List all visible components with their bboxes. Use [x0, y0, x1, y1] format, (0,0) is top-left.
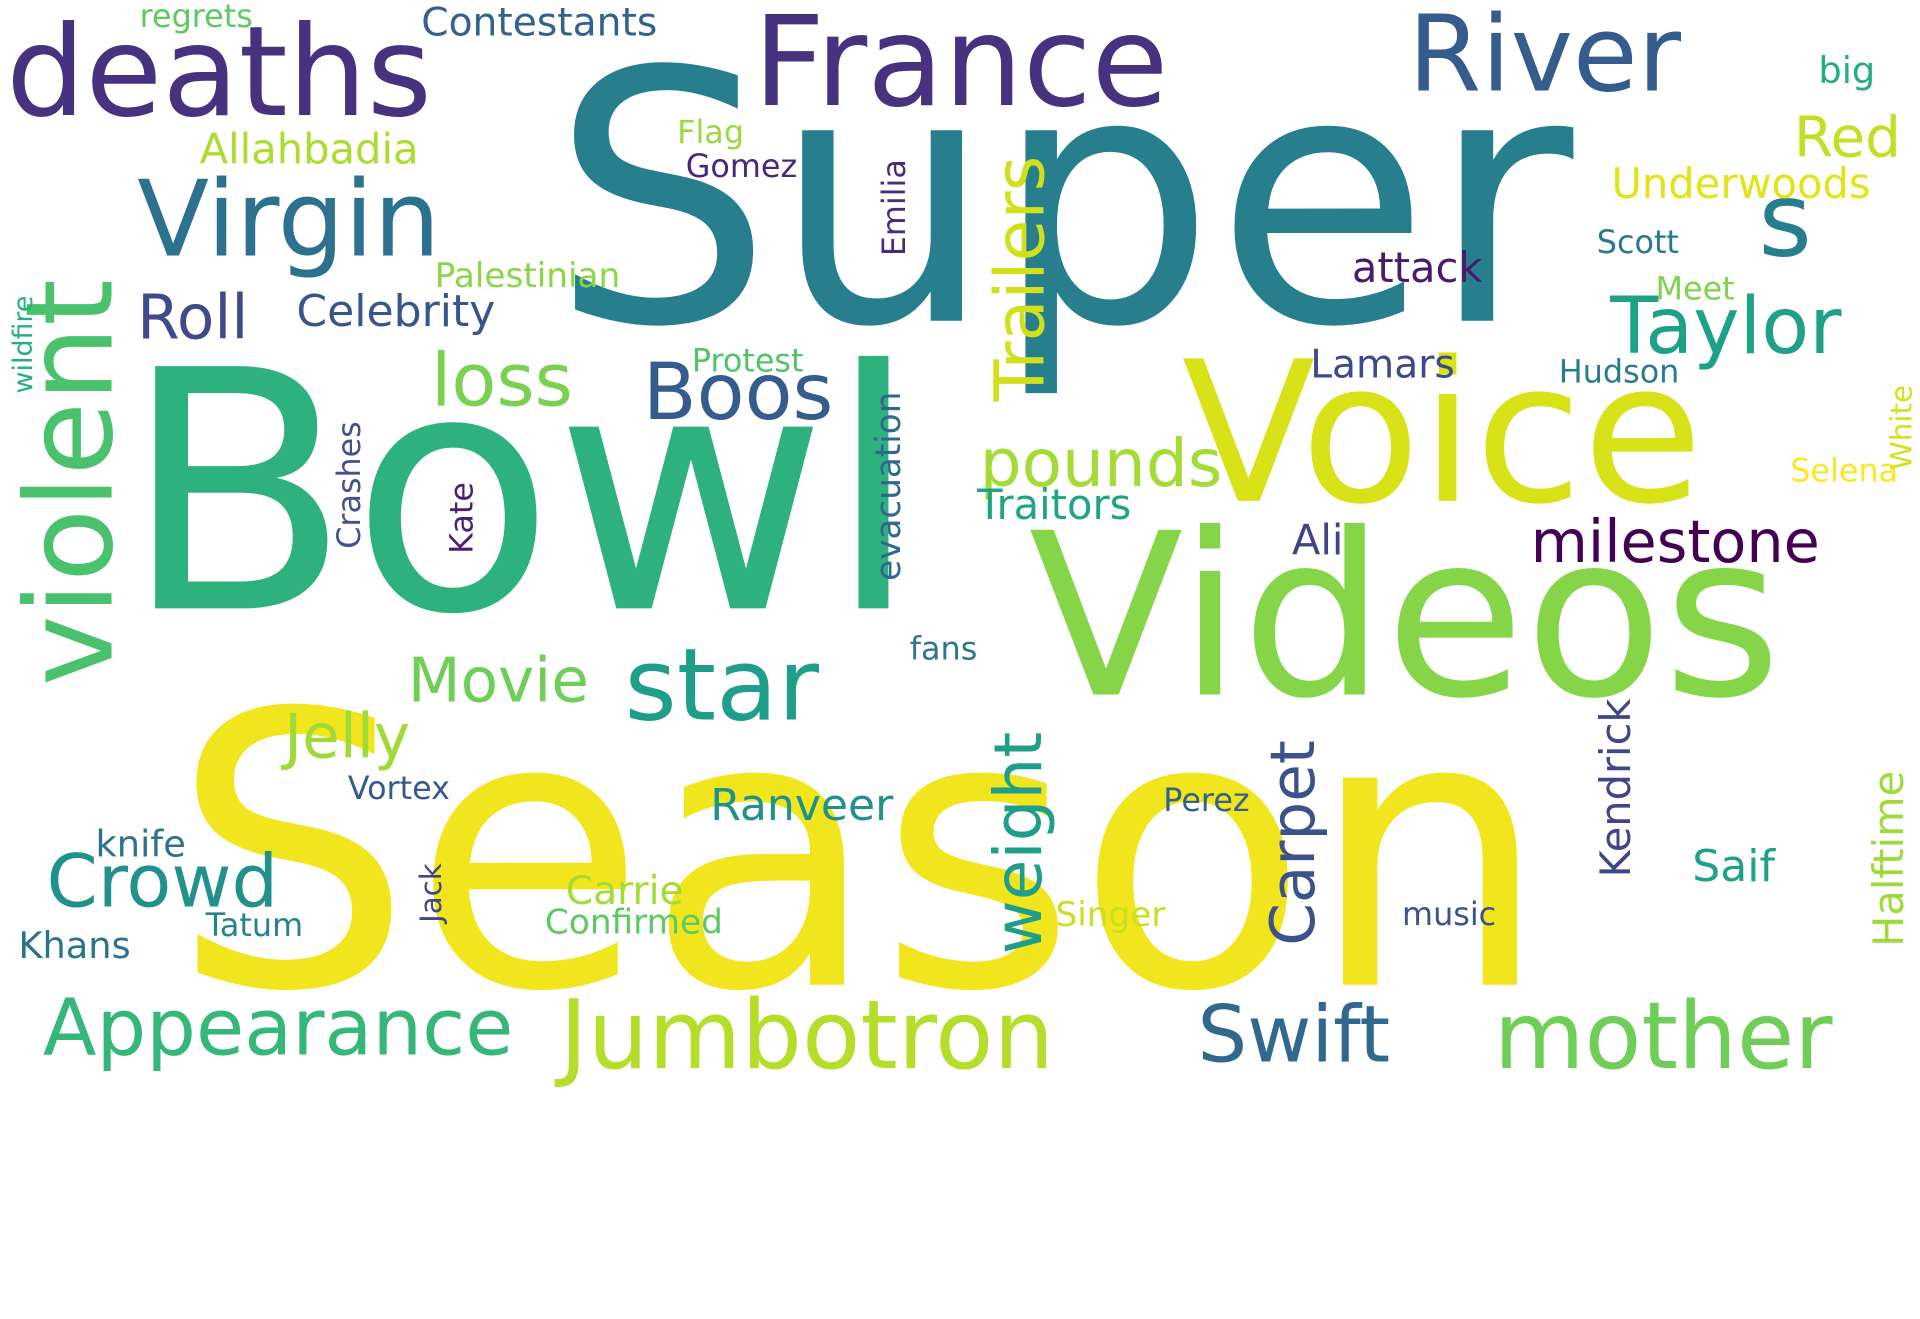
word-pounds: pounds — [979, 425, 1223, 503]
word-khans: Khans — [18, 924, 131, 968]
word-attack: attack — [1351, 244, 1483, 294]
word-scott: Scott — [1596, 224, 1679, 262]
word-ali: Ali — [1291, 516, 1344, 566]
word-appearance: Appearance — [42, 983, 514, 1074]
word-loss: loss — [431, 338, 573, 424]
word-mother: mother — [1493, 981, 1833, 1090]
word-red: Red — [1793, 103, 1901, 170]
word-jumbotron: Jumbotron — [559, 981, 1054, 1091]
word-evacuation: evacuation — [868, 391, 909, 581]
word-selena: Selena — [1790, 453, 1899, 490]
word-river: River — [1408, 0, 1682, 117]
word-taylor: Taylor — [1610, 282, 1842, 373]
word-music: music — [1402, 896, 1497, 934]
word-weight: weight — [979, 731, 1057, 955]
word-season: Season — [171, 634, 1550, 1076]
word-bowl: Bowl — [122, 301, 920, 688]
word-carpet: Carpet — [1257, 740, 1329, 946]
word-protest: Protest — [691, 343, 804, 380]
word-jack: Jack — [413, 863, 449, 923]
word-super: Super — [551, 0, 1574, 404]
word-crashes: Crashes — [331, 421, 369, 549]
word-virgin: Virgin — [137, 158, 441, 281]
word-roll: Roll — [137, 282, 249, 354]
word-traitors: Traitors — [977, 481, 1132, 531]
word-underwoods: Underwoods — [1611, 160, 1871, 209]
word-trailers: Trailers — [980, 155, 1061, 402]
word-confirmed: Confirmed — [544, 901, 723, 942]
word-halftime: Halftime — [1864, 770, 1914, 947]
word-milestone: milestone — [1530, 508, 1820, 577]
word-crowd: Crowd — [46, 839, 279, 925]
word-singer: Singer — [1055, 894, 1166, 935]
word-s: s — [1758, 160, 1812, 280]
word-lamars: Lamars — [1310, 340, 1455, 388]
word-contestants: Contestants — [421, 0, 658, 46]
word-movie: Movie — [407, 645, 589, 716]
word-celebrity: Celebrity — [296, 287, 496, 338]
word-perez: Perez — [1163, 783, 1250, 820]
word-wildfire: wildfire — [8, 295, 40, 394]
word-star: star — [624, 627, 819, 745]
word-vortex: Vortex — [347, 770, 450, 808]
word-kendrick: Kendrick — [1591, 698, 1641, 878]
word-flag: Flag — [677, 114, 745, 152]
word-allahbadia: Allahbadia — [199, 125, 419, 175]
word-knife: knife — [95, 823, 186, 867]
word-white: White — [1884, 384, 1919, 471]
word-gomez: Gomez — [685, 149, 798, 186]
word-france: France — [753, 0, 1169, 136]
word-tatum: Tatum — [205, 907, 304, 945]
word-hudson: Hudson — [1558, 354, 1680, 391]
word-swift: Swift — [1197, 990, 1391, 1082]
word-saif: Saif — [1692, 841, 1776, 892]
word-big: big — [1818, 50, 1876, 93]
word-ranveer: Ranveer — [710, 780, 894, 831]
word-kate: Kate — [444, 482, 482, 554]
word-voice: Voice — [1181, 318, 1704, 548]
word-deaths: deaths — [6, 0, 432, 146]
word-regrets: regrets — [139, 0, 253, 36]
word-carrie: Carrie — [565, 867, 684, 914]
word-boos: Boos — [642, 348, 834, 439]
word-videos: Videos — [1028, 484, 1782, 749]
word-emilia: Emilia — [876, 159, 914, 257]
word-jelly: Jelly — [284, 701, 411, 773]
word-palestinian: Palestinian — [434, 255, 621, 296]
word-fans: fans — [909, 631, 978, 669]
word-meet: Meet — [1655, 271, 1735, 308]
